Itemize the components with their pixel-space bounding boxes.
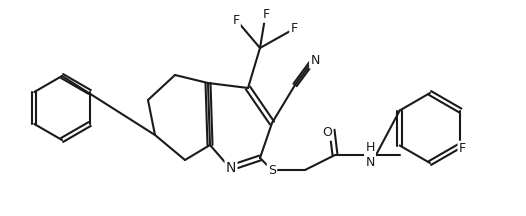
Text: F: F [262, 8, 269, 22]
Text: N: N [310, 54, 320, 67]
Text: H
N: H N [366, 141, 375, 169]
Text: F: F [232, 13, 239, 27]
Text: F: F [290, 22, 298, 35]
Text: O: O [322, 127, 332, 140]
Text: N: N [226, 161, 236, 175]
Text: S: S [268, 164, 276, 176]
Text: F: F [459, 142, 466, 155]
